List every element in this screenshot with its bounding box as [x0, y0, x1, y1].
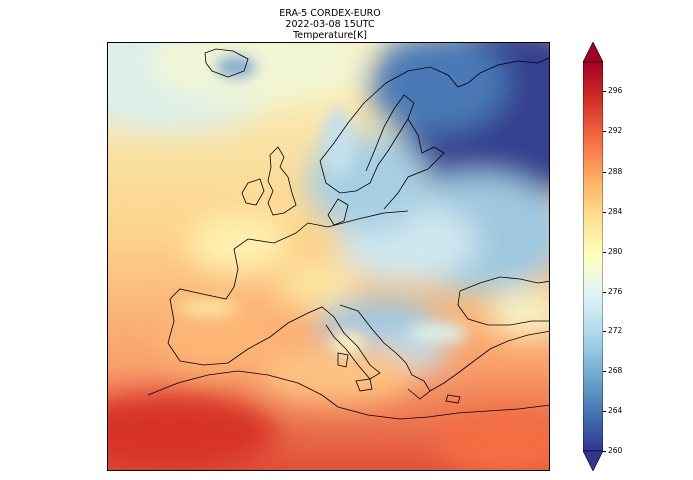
north-africa-coast [147, 370, 549, 420]
colorbar-tick: 276 [602, 287, 623, 296]
colorbar-tick: 284 [602, 207, 623, 216]
adriatic-balkan-coast [339, 304, 431, 400]
colorbar-tick: 268 [602, 366, 623, 375]
colorbar-tick: 280 [602, 247, 623, 256]
colorbar-gradient [583, 61, 603, 452]
denmark-outline [327, 198, 349, 226]
map-canvas [108, 43, 549, 470]
iceland-outline [204, 48, 249, 78]
sardinia-outline [337, 352, 349, 368]
colorbar-tick: 260 [602, 446, 623, 455]
scandinavia-north-coast [319, 57, 549, 162]
sicily-outline [355, 378, 373, 392]
black-sea-south-coast [457, 290, 549, 326]
title-variable: Temperature[K] [293, 30, 367, 41]
italy-west-coast [307, 306, 381, 380]
title-dataset: ERA-5 CORDEX-EURO [279, 8, 381, 19]
temperature-map [107, 42, 550, 471]
title-datetime: 2022-03-08 15UTC [285, 19, 375, 30]
colorbar-tick: 288 [602, 167, 623, 176]
colorbar-tick: 272 [602, 326, 623, 335]
colorbar-tick: 264 [602, 406, 623, 415]
coastlines [147, 48, 549, 420]
figure-title: ERA-5 CORDEX-EURO 2022-03-08 15UTC Tempe… [0, 8, 660, 41]
colorbar-max-arrow [583, 42, 603, 63]
colorbar-min-arrow [583, 450, 603, 471]
colorbar-tick: 292 [602, 126, 623, 135]
black-sea-turkey-south [429, 330, 549, 392]
colorbar [583, 42, 603, 471]
north-sea-coast [295, 210, 409, 234]
finland-baltic-coast [383, 118, 445, 210]
ireland-outline [241, 178, 265, 206]
sweden-coast [319, 94, 415, 194]
crete-outline [445, 394, 461, 404]
great-britain-outline [267, 146, 297, 216]
france-iberia-coast [167, 232, 309, 366]
colorbar-tick: 296 [602, 86, 623, 95]
black-sea-north-coast [459, 276, 549, 292]
